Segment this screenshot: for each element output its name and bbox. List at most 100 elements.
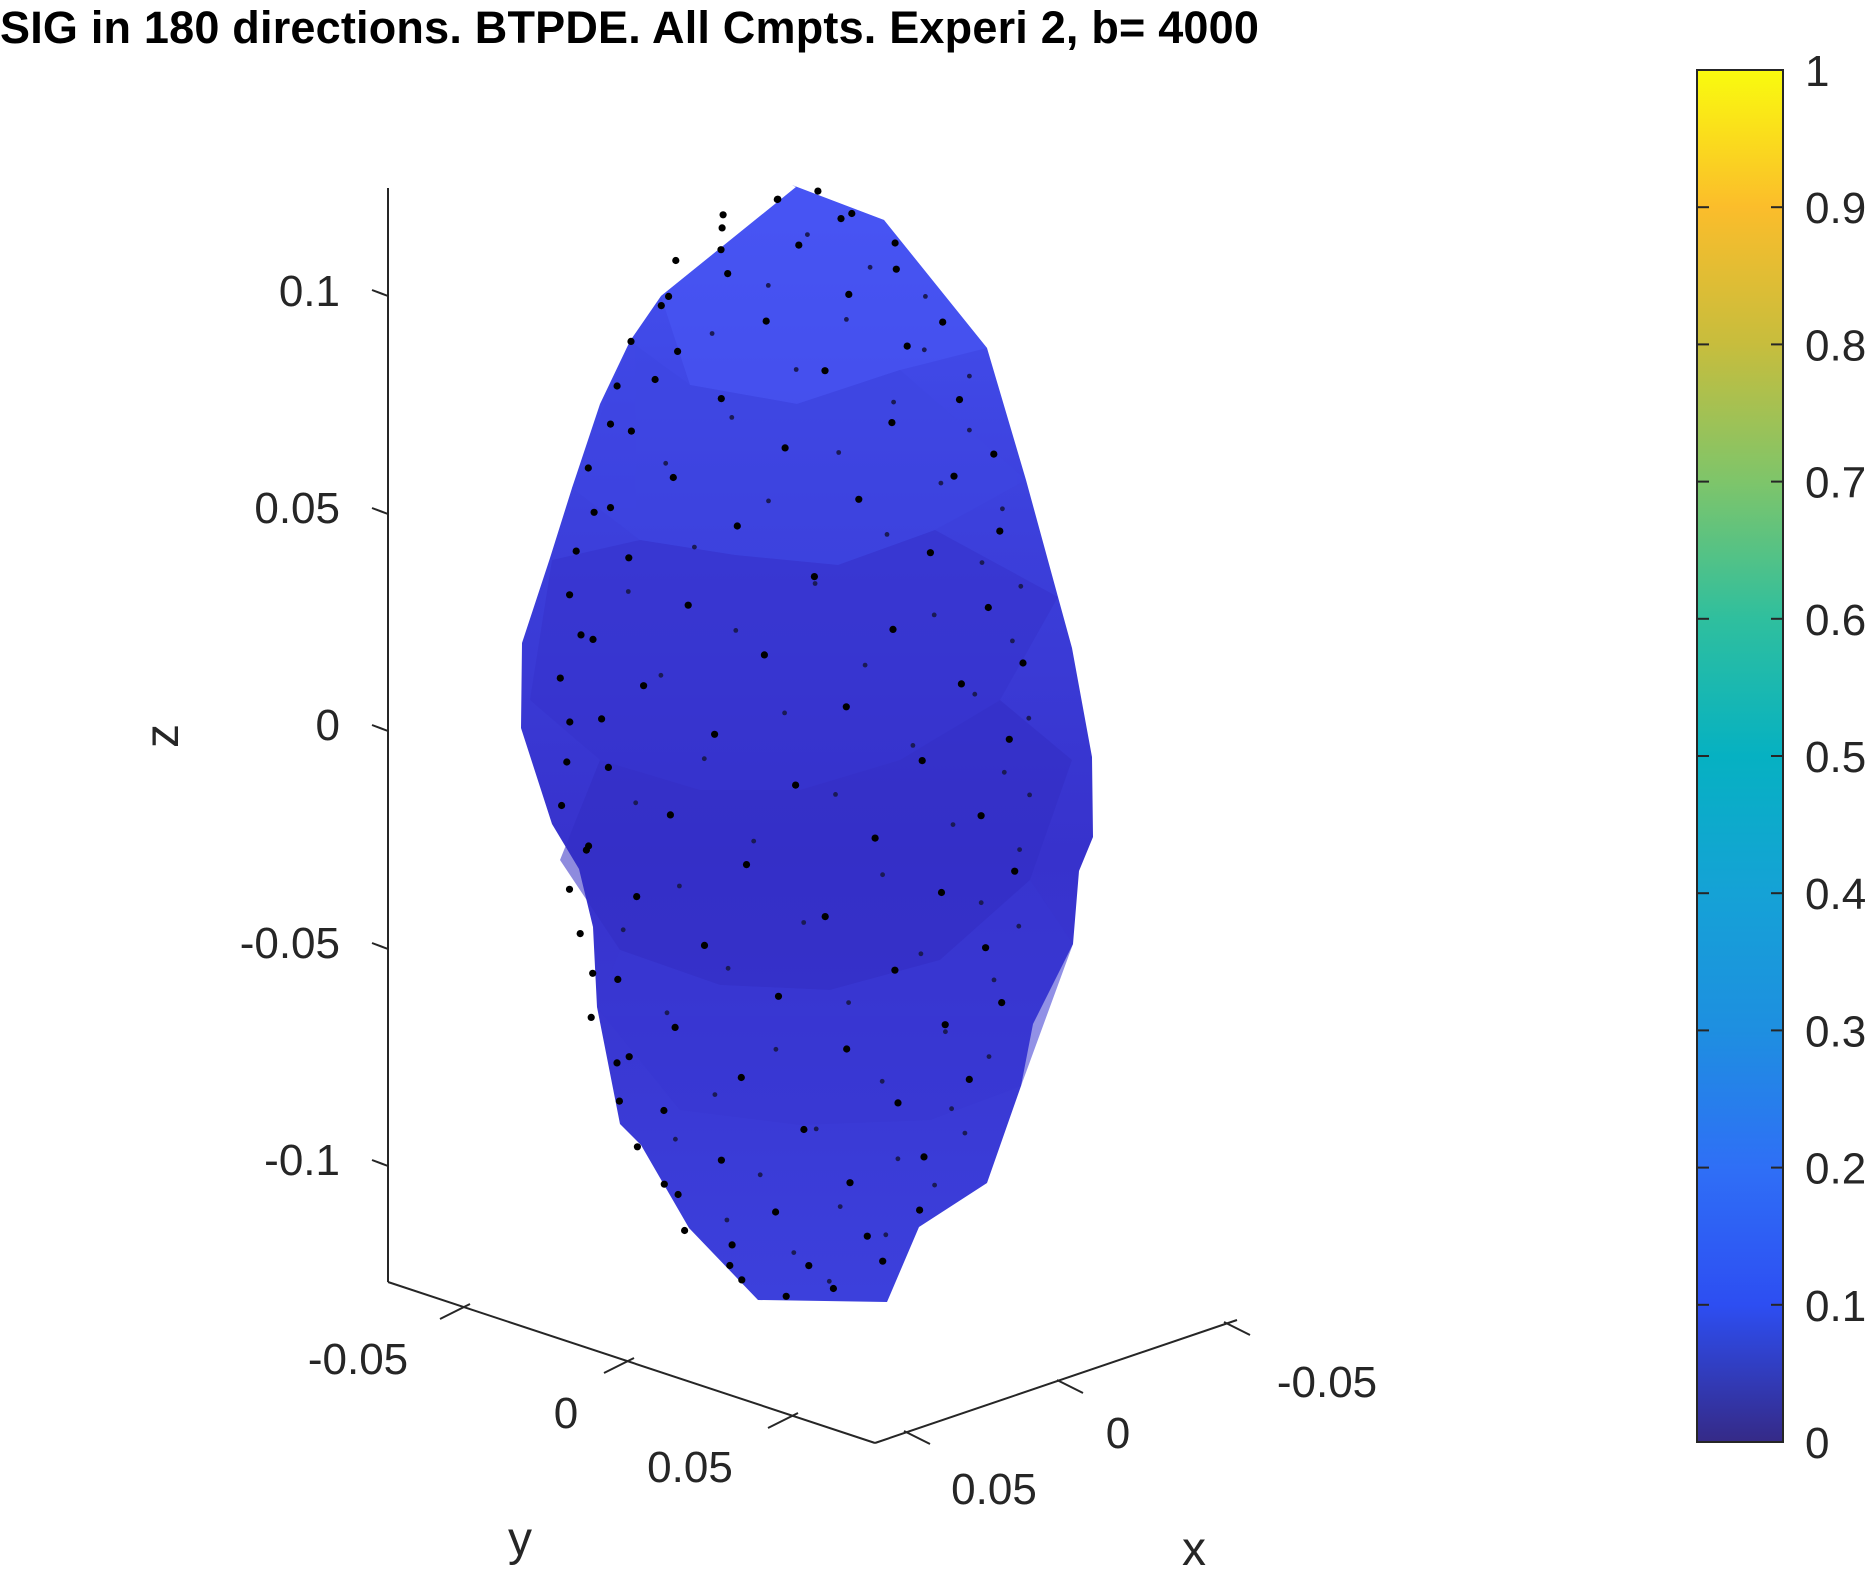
direction-point: [711, 730, 719, 738]
direction-point: [733, 522, 741, 530]
direction-point: [584, 464, 592, 472]
z-tick-label: 0.1: [279, 267, 340, 316]
direction-point: [814, 187, 822, 195]
direction-point: [726, 1261, 734, 1270]
direction-point: [891, 239, 899, 247]
direction-point: [606, 504, 615, 512]
direction-point: [846, 1000, 851, 1005]
direction-point: [627, 337, 635, 345]
chart-title: SIG in 180 directions. BTPDE. All Cmpts.…: [0, 2, 1260, 53]
signal-surface: [521, 185, 1093, 1302]
direction-point: [701, 756, 707, 762]
direction-point: [589, 635, 597, 644]
direction-point: [894, 1099, 902, 1107]
z-tick-label: -0.1: [264, 1136, 340, 1185]
direction-point: [889, 625, 897, 634]
direction-point: [950, 822, 956, 827]
direction-point: [863, 1232, 871, 1240]
direction-point: [625, 589, 631, 594]
direction-point: [1019, 659, 1027, 667]
surface-facet: [597, 880, 1073, 1125]
direction-point: [1011, 867, 1019, 875]
direction-point: [931, 612, 937, 618]
z-axis: [371, 188, 389, 1282]
direction-point: [781, 444, 789, 452]
direction-point: [821, 913, 829, 921]
colorbar-tick-label: 0.5: [1805, 733, 1866, 782]
direction-point: [880, 872, 885, 878]
direction-point: [677, 883, 682, 889]
direction-point: [729, 415, 735, 420]
direction-point: [672, 256, 680, 265]
direction-point: [733, 628, 739, 633]
y-tick-label: 0: [554, 1389, 578, 1438]
direction-point: [614, 975, 622, 984]
direction-point: [792, 781, 800, 789]
direction-point: [738, 1276, 746, 1284]
colorbar-fill: [1696, 69, 1784, 1443]
x-axis-label: x: [1182, 1523, 1206, 1570]
direction-point: [674, 1190, 682, 1199]
direction-point: [1017, 847, 1022, 852]
direction-point: [725, 965, 731, 971]
direction-point: [718, 224, 726, 232]
direction-point: [772, 1208, 780, 1216]
y-axis-label: y: [508, 1513, 532, 1566]
direction-point: [1001, 769, 1007, 775]
direction-point: [910, 743, 916, 748]
direction-point: [977, 812, 985, 820]
direction-point: [837, 1204, 843, 1209]
direction-point: [556, 674, 564, 682]
direction-point: [879, 1257, 887, 1265]
direction-point: [793, 367, 799, 372]
direction-point: [572, 547, 580, 555]
z-axis-label: z: [136, 724, 189, 748]
direction-point: [879, 1078, 885, 1084]
direction-point: [826, 1278, 832, 1284]
direction-point: [737, 1073, 745, 1082]
direction-point: [782, 1292, 790, 1300]
direction-point: [941, 1021, 949, 1029]
direction-point: [576, 930, 584, 938]
direction-point: [673, 1136, 678, 1142]
direction-point: [923, 294, 928, 299]
direction-point: [717, 395, 725, 403]
direction-point: [762, 317, 770, 325]
direction-point: [633, 800, 639, 806]
direction-point: [577, 631, 585, 639]
colorbar-tick-label: 0.1: [1805, 1282, 1866, 1331]
direction-point: [625, 1053, 633, 1061]
direction-point: [700, 941, 709, 950]
direction-point: [651, 375, 659, 384]
direction-point: [813, 1126, 819, 1132]
direction-point: [829, 1284, 838, 1293]
direction-point: [926, 549, 935, 557]
direction-point: [1000, 506, 1005, 512]
direction-point: [845, 290, 853, 298]
colorbar-tick-label: 0.8: [1805, 321, 1866, 370]
direction-point: [1027, 792, 1032, 798]
direction-point: [800, 1125, 808, 1134]
colorbar: 1 0.9 0.8 0.7 0.6 0.5 0.4 0.3 0.2 0.1 0: [1696, 47, 1866, 1468]
direction-point: [565, 885, 574, 893]
direction-point: [972, 691, 978, 697]
direction-point: [986, 1054, 992, 1059]
x-axis: [874, 1319, 1251, 1445]
direction-point: [664, 1010, 670, 1016]
direction-point: [766, 498, 771, 504]
direction-point: [843, 1045, 851, 1053]
direction-point: [837, 215, 845, 223]
colorbar-tick-label: 0.9: [1805, 184, 1866, 233]
direction-point: [658, 672, 664, 678]
direction-point: [587, 1013, 595, 1022]
direction-point: [563, 758, 571, 766]
direction-point: [620, 927, 626, 933]
direction-point: [949, 1106, 954, 1112]
direction-point: [979, 560, 985, 565]
direction-point: [982, 944, 990, 952]
surface-facet: [661, 187, 987, 404]
direction-point: [613, 1059, 621, 1067]
direction-point: [991, 977, 997, 983]
direction-point: [666, 811, 675, 819]
